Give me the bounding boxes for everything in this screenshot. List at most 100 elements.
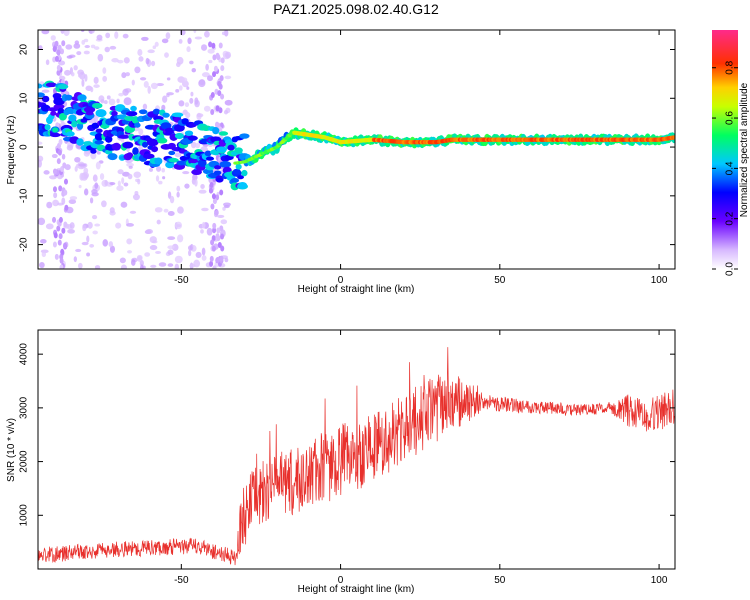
spectrogram-noise-cell [185, 112, 191, 119]
spectrogram-noise-cell [128, 165, 133, 169]
spectrogram-noise-cell [78, 184, 82, 189]
spectrogram-noise-cell [123, 182, 129, 187]
spectrogram-noise-cell [123, 57, 130, 64]
spectrogram-noise-cell [109, 182, 116, 186]
spectrogram-noise-cell [154, 41, 159, 47]
spectrogram-noise-cell [212, 222, 217, 229]
spectrogram-cell [239, 133, 250, 139]
spectrogram-cell [130, 105, 137, 112]
spectrogram-noise-cell [166, 92, 174, 96]
spectrogram-noise-cell [186, 86, 190, 90]
spectrogram-noise-cell [119, 257, 126, 264]
spectrogram-cell [153, 116, 164, 121]
spectrogram-y-ticks: -20 -10 0 10 20 [19, 44, 675, 252]
spectrogram-noise-cell [102, 67, 107, 74]
spectrogram-noise-cell [211, 245, 216, 252]
spectrogram-noise-cell [178, 100, 185, 107]
colorbar-tick-label: 0.8 [725, 60, 736, 74]
spectrogram-cell [94, 140, 104, 145]
spectrogram-cell [57, 107, 65, 115]
spectrogram-noise-cell [217, 90, 222, 97]
spectrogram-cell [168, 150, 176, 156]
spectrogram-noise-cell [90, 86, 94, 93]
spectrogram-x-tick-label: 50 [494, 275, 506, 286]
spectrogram-cell [118, 134, 130, 139]
spectrogram-cell [214, 165, 222, 170]
snr-y-tick-label: 2000 [19, 450, 30, 473]
spectrogram-noise-cell [93, 76, 99, 84]
spectrogram-noise-cell [58, 216, 63, 223]
spectrogram-cell [142, 141, 149, 148]
spectrogram-noise-cell [127, 173, 133, 180]
spectrogram-noise-cell [206, 75, 213, 82]
spectrogram-cell [128, 133, 135, 141]
spectrogram-cell [198, 159, 207, 167]
spectrogram-cell [174, 132, 184, 140]
spectrogram-noise-cell [224, 30, 229, 37]
spectrogram-noise-cell [91, 30, 95, 34]
spectrogram-noise-cell [136, 256, 143, 262]
spectrogram-noise-cell [138, 56, 144, 62]
spectrogram-cell [213, 170, 222, 176]
colorbar: 0.0 0.2 0.4 0.6 0.8 Normalized spectral ampl… [712, 30, 750, 276]
spectrogram-noise-cell [46, 201, 53, 209]
spectrogram-cell [241, 169, 248, 177]
spectrogram-noise-cell [62, 162, 67, 169]
spectrogram-noise-cell [210, 203, 215, 210]
spectrogram-noise-cell [81, 241, 89, 246]
spectrogram-noise-cell [76, 51, 82, 56]
spectrogram-noise-cell [120, 201, 128, 208]
spectrogram-noise-cell [82, 224, 87, 232]
spectrogram-noise-cell [148, 167, 154, 172]
spectrogram-noise-cell [108, 98, 116, 106]
spectrogram-noise-cell [151, 60, 156, 67]
spectrogram-noise-cell [90, 44, 96, 49]
spectrogram-noise-cell [200, 183, 205, 189]
spectrogram-noise-cell [121, 177, 125, 185]
spectrogram-noise-cell [78, 163, 87, 167]
spectrogram-noise-cell [137, 178, 141, 185]
spectrogram-cell [212, 127, 220, 135]
spectrogram-noise-cell [207, 48, 215, 54]
spectrogram-noise-cell [132, 193, 140, 201]
spectrogram-noise-cell [133, 171, 142, 178]
spectrogram-noise-cell [208, 187, 213, 194]
spectrogram-cell [173, 123, 185, 132]
spectrogram-noise-cell [60, 30, 65, 34]
spectrogram-noise-cell [94, 265, 101, 269]
spectrogram-cell [49, 132, 61, 138]
spectrogram-noise-cell [131, 259, 136, 266]
spectrogram-noise-cell [99, 173, 105, 180]
spectrogram-noise-cell [45, 59, 50, 66]
spectrogram-cell [57, 83, 69, 90]
spectrogram-noise-cell [174, 263, 180, 269]
spectrogram-noise-cell [61, 40, 66, 47]
spectrogram-cell [95, 109, 107, 118]
spectrogram-cell [134, 122, 141, 128]
spectrogram-noise-cell [84, 45, 91, 49]
spectrogram-noise-cell [129, 210, 137, 214]
spectrogram-noise-cell [94, 223, 101, 227]
spectrogram-noise-cell [96, 151, 101, 155]
snr-y-ticks: 1000 2000 3000 4000 [19, 343, 675, 526]
spectrogram-noise-cell [77, 262, 83, 269]
spectrogram-noise-cell [66, 55, 73, 59]
spectrogram-noise-cell [126, 238, 133, 245]
spectrogram-noise-cell [102, 75, 108, 82]
spectrogram-noise-cell [167, 249, 174, 255]
spectrogram-noise-cell [221, 31, 226, 36]
spectrogram-noise-cell [167, 263, 174, 267]
spectrogram-noise-cell [139, 77, 147, 81]
spectrogram-noise-cell [67, 229, 75, 234]
spectrogram-noise-cell [187, 37, 192, 45]
spectrogram-noise-cell [60, 248, 65, 255]
spectrogram-noise-cell [144, 252, 151, 257]
spectrogram-noise-cell [167, 211, 175, 217]
spectrogram-noise-cell [89, 243, 95, 248]
spectrogram-noise-cell [105, 32, 111, 39]
spectrogram-noise-cell [167, 245, 175, 250]
spectrogram-cell [41, 95, 50, 103]
colorbar-gradient [712, 30, 738, 269]
spectrogram-noise-cell [216, 54, 221, 61]
colorbar-tick-label: 0.6 [725, 111, 736, 125]
